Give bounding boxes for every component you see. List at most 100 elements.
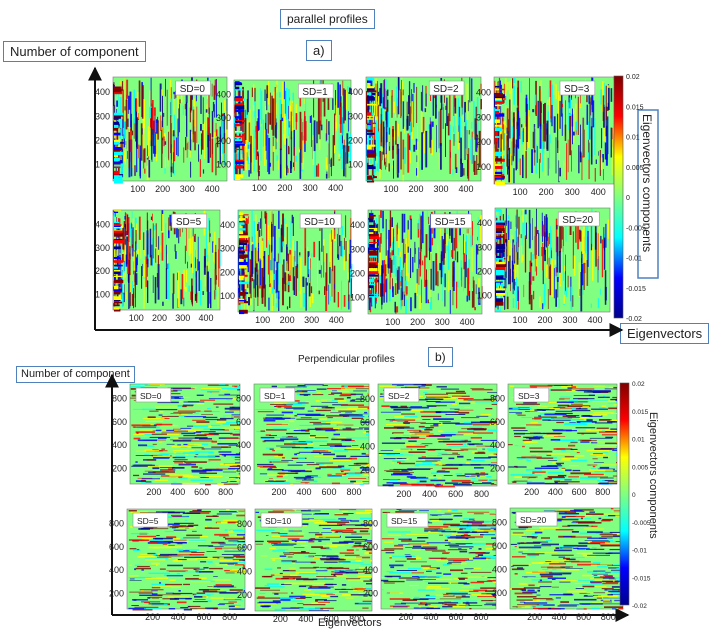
parallel-sd-1-x-tick-400: 400 — [328, 183, 343, 193]
parallel-sd-10-x-tick-300: 300 — [304, 315, 319, 325]
perpendicular-sd-1-label: SD=1 — [264, 391, 286, 401]
perpendicular-sd-2-y-tick-400: 400 — [360, 441, 375, 451]
perpendicular-sd-10-y-tick-600: 600 — [237, 543, 252, 553]
perpendicular-sd-20-x-tick-800: 800 — [601, 612, 616, 622]
perpendicular-sd-10-x-tick-600: 600 — [324, 614, 339, 624]
parallel-sd-20-y-tick-100: 100 — [477, 291, 492, 301]
perpendicular-sd-2-x-tick-200: 200 — [396, 489, 411, 499]
perpendicular-sd-5-x-tick-600: 600 — [196, 612, 211, 622]
perpendicular-sd-10-label: SD=10 — [265, 516, 291, 526]
parallel-sd-20-x-tick-200: 200 — [537, 315, 552, 325]
parallel-colorbar-tick--0.02: -0.02 — [626, 316, 642, 323]
perpendicular-sd-20-label: SD=20 — [520, 515, 546, 525]
parallel-sd-3-y-tick-300: 300 — [476, 112, 491, 122]
parallel-colorbar — [614, 76, 623, 318]
parallel-sd-10-y-tick-200: 200 — [220, 267, 235, 277]
parallel-sd-0-x-tick-400: 400 — [205, 184, 220, 194]
parallel-sd-5-x-tick-400: 400 — [198, 313, 213, 323]
parallel-colorbar-tick-0.015: 0.015 — [626, 104, 644, 111]
perpendicular-sd-0-x-tick-600: 600 — [194, 487, 209, 497]
parallel-sd-2-y-tick-200: 200 — [348, 136, 363, 146]
perpendicular-sd-2-x-tick-400: 400 — [422, 489, 437, 499]
perpendicular-sd-15-x-tick-400: 400 — [423, 612, 438, 622]
parallel-colorbar-tick--0.01: -0.01 — [626, 256, 642, 263]
perpendicular-sd-20-y-tick-600: 600 — [492, 541, 507, 551]
parallel-sd-20-y-tick-400: 400 — [477, 218, 492, 228]
perpendicular-sd-3-x-tick-800: 800 — [595, 487, 610, 497]
parallel-sd-1-label: SD=1 — [302, 87, 328, 98]
perpendicular-sd-10-y-tick-200: 200 — [237, 590, 252, 600]
perpendicular-sd-2-y-tick-200: 200 — [360, 465, 375, 475]
parallel-sd-3-x-tick-200: 200 — [539, 187, 554, 197]
perpendicular-sd-1-x-tick-400: 400 — [296, 487, 311, 497]
perpendicular-sd-1-y-tick-400: 400 — [236, 440, 251, 450]
perpendicular-sd-0-y-tick-200: 200 — [112, 463, 127, 473]
parallel-sd-10-label: SD=10 — [304, 217, 335, 228]
perpendicular-sd-20-x-tick-200: 200 — [527, 612, 542, 622]
parallel-sd-0-y-tick-100: 100 — [95, 160, 110, 170]
parallel-sd-20-y-tick-300: 300 — [477, 242, 492, 252]
perpendicular-sd-0-y-tick-800: 800 — [112, 394, 127, 404]
parallel-sd-2-y-tick-300: 300 — [348, 111, 363, 121]
perpendicular-sd-3-y-tick-400: 400 — [490, 440, 505, 450]
parallel-sd-5-x-tick-200: 200 — [152, 313, 167, 323]
perpendicular-sd-3-x-tick-400: 400 — [548, 487, 563, 497]
perpendicular-sd-5-y-tick-800: 800 — [109, 519, 124, 529]
perpendicular-sd-1-y-tick-600: 600 — [236, 417, 251, 427]
parallel-sd-0-x-tick-100: 100 — [130, 184, 145, 194]
perpendicular-sd-1-x-tick-800: 800 — [346, 487, 361, 497]
parallel-sd-1-y-tick-400: 400 — [216, 90, 231, 100]
parallel-sd-3-y-tick-200: 200 — [476, 137, 491, 147]
perpendicular-sd-10-x-tick-400: 400 — [298, 614, 313, 624]
parallel-sd-3-y-tick-400: 400 — [476, 87, 491, 97]
parallel-colorbar-tick--0.015: -0.015 — [626, 286, 646, 293]
parallel-sd-5-y-tick-200: 200 — [95, 266, 110, 276]
perpendicular-sd-10-y-tick-800: 800 — [237, 519, 252, 529]
parallel-sd-2-x-tick-400: 400 — [458, 184, 473, 194]
parallel-sd-1-y-tick-200: 200 — [216, 136, 231, 146]
parallel-colorbar-tick-0: 0 — [626, 195, 630, 202]
perpendicular-sd-3-y-tick-200: 200 — [490, 463, 505, 473]
perpendicular-sd-10-x-tick-200: 200 — [273, 614, 288, 624]
perpendicular-sd-2-label: SD=2 — [388, 391, 410, 401]
perpendicular-sd-3-x-tick-200: 200 — [524, 487, 539, 497]
perpendicular-sd-20-x-tick-600: 600 — [576, 612, 591, 622]
parallel-sd-10-x-tick-400: 400 — [329, 315, 344, 325]
parallel-sd-0-y-tick-400: 400 — [95, 87, 110, 97]
parallel-sd-1-x-tick-100: 100 — [252, 183, 267, 193]
perpendicular-colorbar-tick-0: 0 — [632, 492, 636, 499]
perpendicular-sd-15-y-tick-600: 600 — [363, 542, 378, 552]
perpendicular-colorbar-tick-0.02: 0.02 — [632, 381, 645, 388]
parallel-sd-20-x-tick-300: 300 — [562, 315, 577, 325]
perpendicular-sd-5-x-tick-200: 200 — [145, 612, 160, 622]
parallel-sd-15-label: SD=15 — [435, 217, 466, 228]
parallel-sd-15-x-tick-300: 300 — [435, 317, 450, 327]
perpendicular-sd-3-y-tick-600: 600 — [490, 417, 505, 427]
parallel-sd-10-x-tick-100: 100 — [255, 315, 270, 325]
perpendicular-sd-2-y-tick-800: 800 — [360, 394, 375, 404]
parallel-sd-0-x-tick-200: 200 — [155, 184, 170, 194]
perpendicular-colorbar-tick-0.015: 0.015 — [632, 409, 649, 416]
perpendicular-sd-1-x-tick-200: 200 — [271, 487, 286, 497]
parallel-colorbar-tick-0.02: 0.02 — [626, 74, 640, 81]
perpendicular-sd-20-y-tick-200: 200 — [492, 588, 507, 598]
parallel-sd-15-x-tick-200: 200 — [410, 317, 425, 327]
perpendicular-sd-5-label: SD=5 — [137, 516, 159, 526]
perpendicular-colorbar — [620, 383, 629, 605]
parallel-sd-20-x-tick-100: 100 — [512, 315, 527, 325]
perpendicular-sd-2-y-tick-600: 600 — [360, 418, 375, 428]
